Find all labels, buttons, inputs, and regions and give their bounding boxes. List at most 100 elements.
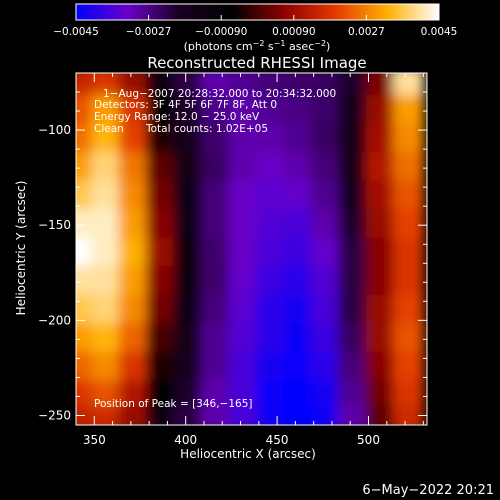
- heatmap-cell: [173, 405, 206, 425]
- heatmap-cell: [91, 94, 123, 128]
- heatmap-cell: [338, 266, 370, 299]
- heatmap-cell: [118, 351, 151, 385]
- colorbar-tick-label: −0.0027: [126, 26, 172, 38]
- heatmap-cell: [146, 237, 178, 271]
- heatmap-cell: [310, 266, 343, 299]
- heatmap-cell: [118, 73, 151, 99]
- heatmap-cell: [76, 180, 96, 213]
- heatmap-cell: [365, 380, 398, 410]
- heatmap-cell: [310, 405, 343, 425]
- heatmap-cell: [255, 151, 288, 185]
- heatmap-cell: [76, 94, 96, 128]
- heatmap-cell: [91, 73, 123, 99]
- colorbar-tick-label: −0.0045: [53, 26, 99, 38]
- heatmap-cell: [310, 237, 343, 271]
- heatmap-cell: [173, 151, 206, 185]
- plot-area: 350 400 450 500 −100 −150 −200 −250 1−Aug−2007 …: [38, 72, 428, 447]
- heatmap-cell: [310, 208, 343, 242]
- heatmap-cell: [283, 208, 315, 242]
- heatmap-cell: [76, 351, 96, 385]
- heatmap-cell: [393, 94, 425, 128]
- heatmap-cell: [228, 94, 260, 128]
- heatmap-cell: [201, 123, 233, 156]
- heatmap-cell: [118, 323, 151, 356]
- colorbar-tick-label: −0.00090: [195, 26, 247, 38]
- heatmap-cell: [91, 123, 123, 156]
- heatmap-cell: [173, 94, 206, 128]
- heatmap-cell: [310, 73, 343, 99]
- heatmap-cell: [173, 351, 206, 385]
- heatmap-cell: [228, 180, 260, 213]
- heatmap-cell: [365, 94, 398, 128]
- heatmap-cell: [118, 237, 151, 271]
- heatmap-cell: [393, 351, 425, 385]
- x-tick-label: 500: [357, 433, 380, 447]
- annotation-time-range: 1−Aug−2007 20:28:32.000 to 20:34:32.000: [103, 88, 336, 100]
- heatmap-cell: [173, 323, 206, 356]
- heatmap-cell: [173, 123, 206, 156]
- heatmap-cell: [201, 380, 233, 410]
- heatmap-cell: [146, 73, 178, 99]
- heatmap-cell: [91, 380, 123, 410]
- plot-frame: [75, 72, 428, 426]
- colorbar-units: (photons cm−2 s−1 asec−2): [184, 39, 331, 53]
- heatmap-cell: [393, 380, 425, 410]
- heatmap-cell: [118, 123, 151, 156]
- heatmap-cell: [118, 151, 151, 185]
- heatmap-cell: [255, 405, 288, 425]
- heatmap-cell: [201, 73, 233, 99]
- heatmap-cell: [91, 323, 123, 356]
- chart-title: Reconstructed RHESSI Image: [147, 54, 366, 72]
- heatmap-cell: [76, 405, 96, 425]
- heatmap-cell: [338, 73, 370, 99]
- heatmap-cell: [310, 123, 343, 156]
- heatmap-cell: [393, 123, 425, 156]
- heatmap-cell: [146, 208, 178, 242]
- heatmap-cell: [201, 405, 233, 425]
- heatmap-cell: [228, 351, 260, 385]
- heatmap-cell: [228, 294, 260, 328]
- heatmap-cell: [76, 208, 96, 242]
- heatmap-cell: [365, 123, 398, 156]
- heatmap-cell: [283, 266, 315, 299]
- heatmap-cell: [283, 237, 315, 271]
- heatmap-cell: [283, 405, 315, 425]
- x-tick-label: 400: [174, 433, 197, 447]
- heatmap-cell: [255, 323, 288, 356]
- heatmap-cell: [365, 73, 398, 99]
- colorbar-ticks: −0.0045 −0.0027 −0.00090 0.00090 0.0027 0.004…: [53, 15, 457, 38]
- y-tick-label: −200: [38, 313, 71, 327]
- heatmap-cell: [365, 208, 398, 242]
- heatmap-cell: [173, 266, 206, 299]
- heatmap-cell: [338, 351, 370, 385]
- heatmap-cell: [393, 180, 425, 213]
- heatmap-cell: [146, 294, 178, 328]
- heatmap-cell: [91, 294, 123, 328]
- heatmap-cell: [393, 323, 425, 356]
- colorbar-tick-label: 0.00090: [272, 26, 315, 38]
- heatmap-cell: [365, 266, 398, 299]
- heatmap-cell: [76, 151, 96, 185]
- colorbar-tick-label: 0.0045: [421, 26, 458, 38]
- heatmap-cell: [310, 94, 343, 128]
- heatmap-cell: [173, 73, 206, 99]
- x-tick-label: 450: [266, 433, 289, 447]
- heatmap-cell: [76, 380, 96, 410]
- heatmap-cell: [91, 351, 123, 385]
- heatmap-cell: [118, 94, 151, 128]
- heatmap-cell: [338, 94, 370, 128]
- heatmap-cell: [283, 151, 315, 185]
- heatmap-cell: [228, 323, 260, 356]
- heatmap-cell: [393, 237, 425, 271]
- heatmap-cell: [91, 180, 123, 213]
- heatmap-cell: [365, 323, 398, 356]
- heatmap-cell: [338, 405, 370, 425]
- heatmap-cell: [365, 294, 398, 328]
- heatmap-cell: [173, 294, 206, 328]
- heatmap-cell: [228, 151, 260, 185]
- heatmap-cell: [228, 266, 260, 299]
- heatmap-cell: [310, 294, 343, 328]
- heatmap-cell: [201, 237, 233, 271]
- heatmap-cell: [283, 73, 315, 99]
